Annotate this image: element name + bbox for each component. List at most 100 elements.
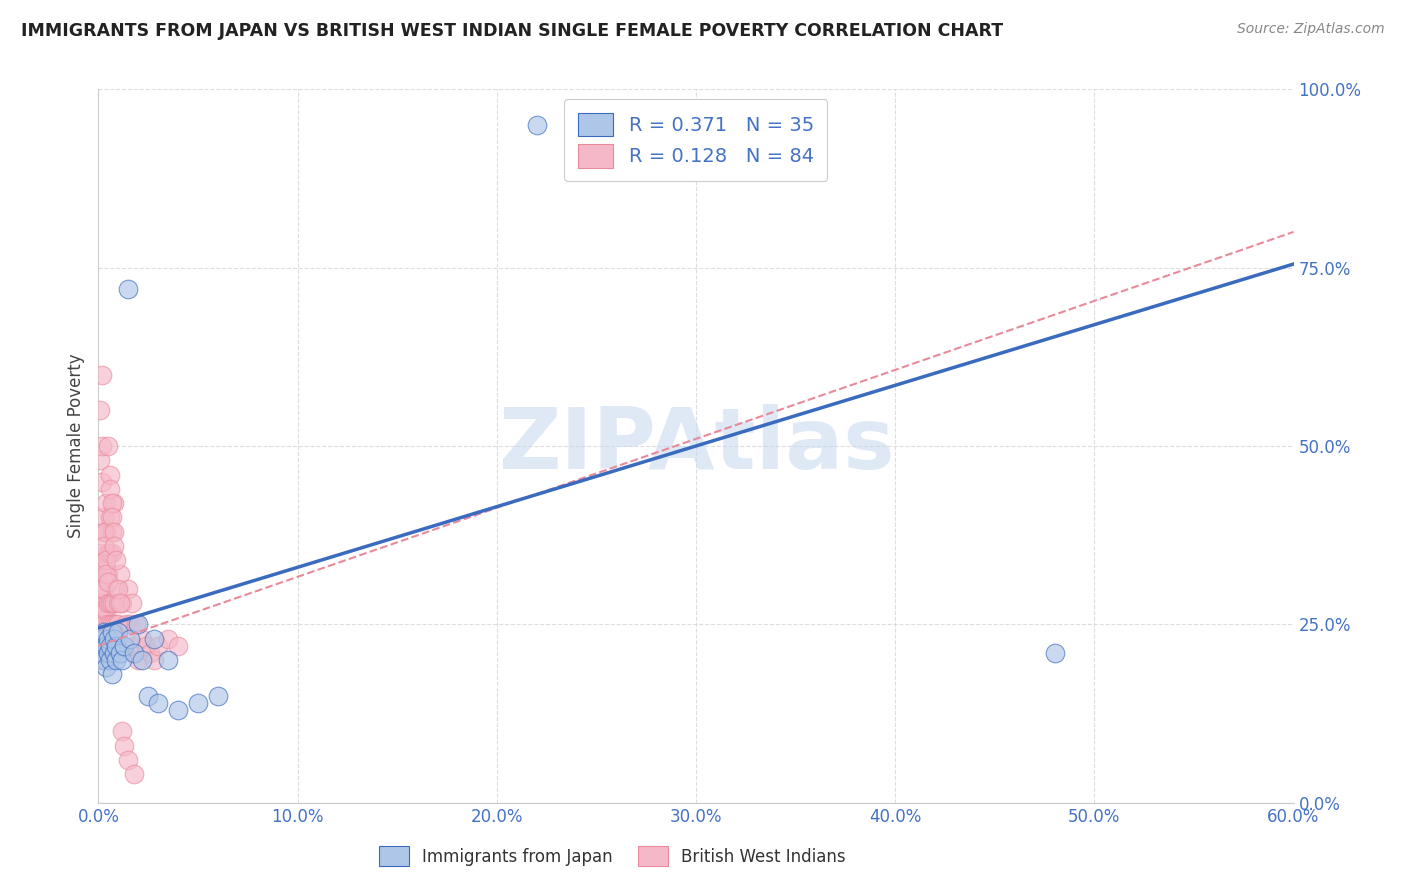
Point <box>98 482 122 496</box>
Point <box>91 596 114 610</box>
Point <box>93 524 115 539</box>
Point <box>110 646 132 660</box>
Point <box>103 496 125 510</box>
Point <box>107 617 129 632</box>
Point <box>91 475 114 489</box>
Point <box>91 653 114 667</box>
Point <box>101 596 124 610</box>
Point <box>124 767 146 781</box>
Point <box>131 632 153 646</box>
Point <box>117 582 139 596</box>
Point <box>124 639 146 653</box>
Point <box>96 496 118 510</box>
Point <box>98 467 122 482</box>
Point <box>105 617 128 632</box>
Point <box>157 632 180 646</box>
Point <box>97 546 120 560</box>
Point <box>93 624 115 639</box>
Point <box>98 653 122 667</box>
Point <box>125 617 148 632</box>
Point <box>103 632 125 646</box>
Point <box>89 403 111 417</box>
Point <box>187 696 209 710</box>
Point <box>127 653 149 667</box>
Point <box>96 603 118 617</box>
Text: ZIPAtlas: ZIPAtlas <box>498 404 894 488</box>
Legend: Immigrants from Japan, British West Indians: Immigrants from Japan, British West Indi… <box>373 839 852 873</box>
Point <box>96 567 118 582</box>
Point <box>101 617 124 632</box>
Point <box>143 632 166 646</box>
Point <box>120 632 142 646</box>
Point <box>111 596 134 610</box>
Point <box>103 617 125 632</box>
Point <box>167 639 190 653</box>
Point <box>91 439 114 453</box>
Point <box>101 624 124 639</box>
Point <box>112 639 135 653</box>
Point <box>98 510 122 524</box>
Point <box>131 653 153 667</box>
Point <box>101 524 124 539</box>
Point <box>107 624 129 639</box>
Text: Source: ZipAtlas.com: Source: ZipAtlas.com <box>1237 22 1385 37</box>
Point <box>91 617 114 632</box>
Point <box>91 368 114 382</box>
Point <box>101 510 124 524</box>
Point <box>96 660 118 674</box>
Point <box>124 646 146 660</box>
Point <box>96 560 118 574</box>
Point <box>105 553 128 567</box>
Point <box>98 617 122 632</box>
Point <box>121 596 143 610</box>
Point <box>107 596 129 610</box>
Point <box>103 524 125 539</box>
Point <box>93 639 115 653</box>
Point <box>91 582 114 596</box>
Point <box>93 510 115 524</box>
Point <box>98 546 122 560</box>
Point <box>110 567 132 582</box>
Point <box>91 560 114 574</box>
Point <box>157 653 180 667</box>
Y-axis label: Single Female Poverty: Single Female Poverty <box>66 354 84 538</box>
Point <box>120 617 142 632</box>
Point <box>91 639 114 653</box>
Point <box>93 539 115 553</box>
Point <box>89 546 111 560</box>
Point <box>91 632 114 646</box>
Point <box>148 696 170 710</box>
Point <box>97 617 120 632</box>
Point <box>97 596 120 610</box>
Point <box>101 667 124 681</box>
Point <box>89 582 111 596</box>
Point <box>101 496 124 510</box>
Point <box>111 724 134 739</box>
Point <box>105 639 128 653</box>
Point <box>89 639 111 653</box>
Point <box>93 582 115 596</box>
Point <box>89 453 111 467</box>
Point <box>105 582 128 596</box>
Point <box>89 617 111 632</box>
Point <box>135 639 157 653</box>
Point <box>112 639 135 653</box>
Point <box>97 567 120 582</box>
Point <box>167 703 190 717</box>
Point <box>93 617 115 632</box>
Point <box>93 524 115 539</box>
Point <box>98 639 122 653</box>
Point <box>115 617 138 632</box>
Point <box>89 596 111 610</box>
Point <box>112 739 135 753</box>
Point <box>148 639 170 653</box>
Point <box>139 646 162 660</box>
Point <box>117 282 139 296</box>
Point <box>107 582 129 596</box>
Point <box>207 689 229 703</box>
Point <box>96 524 118 539</box>
Point <box>136 689 159 703</box>
Point <box>97 574 120 589</box>
Point <box>127 617 149 632</box>
Point <box>143 653 166 667</box>
